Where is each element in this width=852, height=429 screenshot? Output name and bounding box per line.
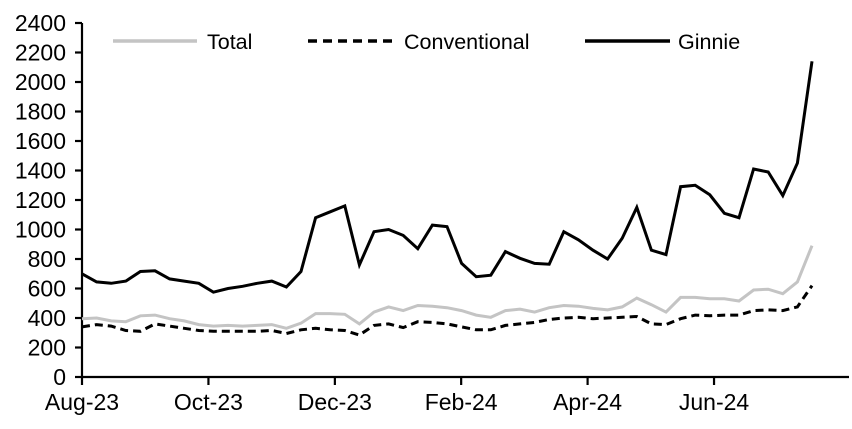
legend-item-conventional: Conventional xyxy=(308,30,530,54)
legend-item-total: Total xyxy=(113,30,252,54)
y-tick-label: 2400 xyxy=(15,10,66,36)
legend-label-total: Total xyxy=(207,30,252,54)
series-line-conventional xyxy=(81,284,814,337)
series-line-ginnie xyxy=(81,61,814,294)
x-tick-label: Aug-23 xyxy=(45,389,119,415)
x-tick-label: Jun-24 xyxy=(679,389,750,415)
x-tick-label: Apr-24 xyxy=(553,389,622,415)
y-tick-label: 1800 xyxy=(15,99,66,125)
y-tick-label: 2200 xyxy=(15,40,66,66)
series-line-total xyxy=(81,245,814,330)
y-tick-label: 800 xyxy=(28,246,66,272)
x-tick-label: Dec-23 xyxy=(298,389,372,415)
y-tick-label: 200 xyxy=(28,335,66,361)
y-tick-label: 2000 xyxy=(15,69,66,95)
x-tick-label: Oct-23 xyxy=(174,389,243,415)
y-tick-label: 600 xyxy=(28,276,66,302)
y-tick-label: 0 xyxy=(53,364,66,390)
y-tick-label: 1600 xyxy=(15,128,66,154)
legend-label-ginnie: Ginnie xyxy=(678,30,740,54)
y-tick-label: 1400 xyxy=(15,158,66,184)
legend: Total Conventional Ginnie xyxy=(113,30,740,54)
y-tick-label: 400 xyxy=(28,305,66,331)
y-tick-label: 1200 xyxy=(15,187,66,213)
legend-label-conventional: Conventional xyxy=(404,30,530,54)
y-tick-label: 1000 xyxy=(15,217,66,243)
x-tick-label: Feb-24 xyxy=(425,389,498,415)
legend-item-ginnie: Ginnie xyxy=(585,30,740,54)
